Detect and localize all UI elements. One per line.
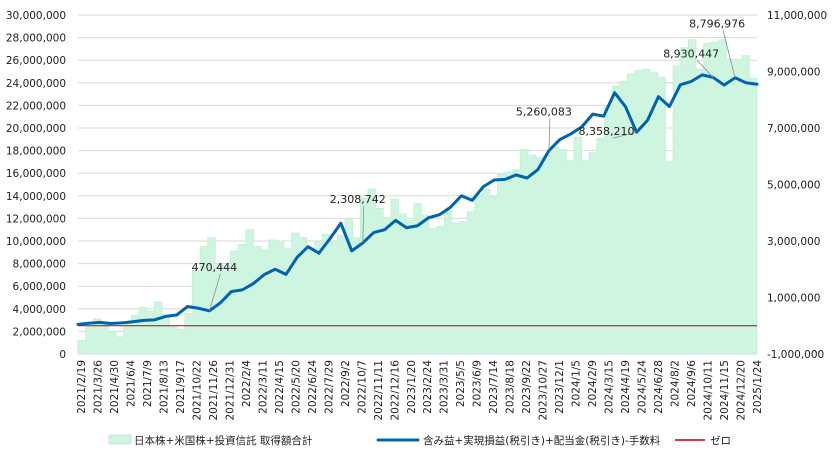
x-tick-label: 2024/11/15 (719, 360, 731, 421)
x-tick-label: 2021/6/4 (125, 360, 137, 407)
x-tick-label: 2022/9/2 (340, 360, 352, 407)
annotation-label: 2,308,742 (330, 193, 386, 206)
x-tick-label: 2022/12/16 (389, 360, 401, 421)
y-right-tick-label: -1,000,000 (767, 349, 824, 361)
y-left-tick-label: 20,000,000 (6, 123, 66, 135)
y-left-tick-label: 8,000,000 (13, 259, 66, 271)
y-left-tick-label: 6,000,000 (13, 281, 66, 293)
x-tick-label: 2021/2/19 (76, 360, 88, 414)
x-tick-label: 2022/5/20 (290, 360, 302, 414)
y-left-tick-label: 24,000,000 (6, 78, 66, 90)
y-right-tick-label: 7,000,000 (767, 123, 820, 135)
x-tick-label: 2024/1/5 (571, 360, 583, 407)
x-tick-label: 2024/10/11 (703, 360, 715, 421)
x-tick-label: 2022/10/7 (356, 360, 368, 414)
y-left-tick-label: 4,000,000 (13, 304, 66, 316)
y-left-tick-label: 28,000,000 (6, 33, 66, 45)
x-tick-label: 2024/9/6 (686, 360, 698, 407)
x-tick-label: 2021/8/13 (158, 360, 170, 414)
y-right-tick-label: 11,000,000 (767, 10, 827, 22)
annotation-leader-line (696, 60, 714, 78)
y-left-tick-label: 12,000,000 (6, 213, 66, 225)
legend-label-holdings: 日本株+米国株+投資信託 取得額合計 (134, 434, 313, 447)
annotation-leader-line (722, 30, 736, 78)
x-tick-label: 2022/11/11 (373, 360, 385, 421)
x-tick-label: 2022/3/11 (257, 360, 269, 414)
y-left-tick-label: 18,000,000 (6, 146, 66, 158)
y-left-tick-label: 0 (59, 349, 66, 361)
x-tick-label: 2023/12/1 (554, 360, 566, 414)
x-tick-label: 2024/6/28 (653, 360, 665, 414)
line-series-profit (76, 73, 759, 326)
x-tick-label: 2024/3/15 (604, 360, 616, 414)
x-tick-label: 2024/4/19 (620, 360, 632, 414)
annotation-label: 8,796,976 (689, 18, 745, 31)
area-series-layer (77, 39, 758, 355)
y-left-tick-label: 10,000,000 (6, 236, 66, 248)
annotation-label: 8,930,447 (663, 47, 719, 60)
y-left-tick-label: 16,000,000 (6, 168, 66, 180)
x-tick-label: 2024/2/9 (587, 360, 599, 407)
right-axis-ticks: -1,000,000 1,000,000 3,000,000 5,000,000 7,0… (767, 10, 827, 361)
line-series-layer (76, 73, 759, 326)
annotation-label: 8,358,210 (579, 125, 635, 138)
x-tick-label: 2021/11/26 (208, 360, 220, 421)
annotation-leader-line (612, 131, 637, 139)
y-left-tick-label: 2,000,000 (13, 326, 66, 338)
x-tick-label: 2022/2/4 (241, 360, 253, 407)
y-left-tick-label: 14,000,000 (6, 191, 66, 203)
x-tick-label: 2022/7/29 (323, 360, 335, 414)
y-left-tick-label: 30,000,000 (6, 10, 66, 22)
x-tick-label: 2023/2/24 (422, 360, 434, 414)
legend-label-profit: 含み益+実現損益(税引き)+配当金(税引き)-手数料 (423, 434, 661, 447)
x-tick-label: 2023/6/9 (472, 360, 484, 407)
x-tick-label: 2023/3/31 (439, 360, 451, 414)
x-tick-label: 2024/12/20 (736, 360, 748, 421)
x-tick-label: 2021/9/17 (175, 360, 187, 414)
y-right-tick-label: 1,000,000 (767, 293, 820, 305)
x-tick-label: 2025/1/24 (752, 360, 764, 414)
y-right-tick-label: 3,000,000 (767, 236, 820, 248)
annotation-leader-line (548, 118, 551, 151)
y-left-tick-label: 22,000,000 (6, 100, 66, 112)
x-tick-label: 2022/6/24 (307, 360, 319, 414)
x-tick-label: 2023/9/22 (521, 360, 533, 414)
annotation-label: 470,444 (192, 261, 238, 274)
x-tick-label: 2023/8/18 (505, 360, 517, 414)
annotation-leader-line (209, 273, 221, 311)
x-axis-ticks: 2021/2/19 2021/3/26 2021/4/30 2021/6/4 2021/… (76, 360, 764, 421)
x-tick-label: 2021/7/9 (142, 360, 154, 407)
left-axis-ticks: 0 2,000,000 4,000,000 6,000,000 8,000,000 10,… (6, 10, 66, 361)
x-tick-label: 2024/8/2 (670, 360, 682, 407)
x-tick-label: 2023/7/14 (488, 360, 500, 414)
area-series-holdings (77, 39, 758, 355)
x-tick-label: 2021/10/22 (191, 360, 203, 421)
legend-label-zero: ゼロ (710, 435, 731, 447)
x-tick-label: 2023/1/20 (406, 360, 418, 414)
x-tick-label: 2023/5/5 (455, 360, 467, 407)
x-tick-label: 2021/12/31 (224, 360, 236, 421)
annotations-layer: 470,444 2,308,742 5,260,083 8,358,210 8,930,… (192, 18, 745, 311)
x-tick-label: 2021/3/26 (92, 360, 104, 414)
y-right-tick-label: 9,000,000 (767, 67, 820, 79)
x-tick-label: 2022/4/15 (274, 360, 286, 414)
x-tick-label: 2021/4/30 (109, 360, 121, 414)
y-right-tick-label: 5,000,000 (767, 180, 820, 192)
annotation-leader-line (362, 205, 365, 243)
legend-swatch-holdings (108, 434, 132, 445)
x-tick-label: 2023/10/27 (538, 360, 550, 421)
legend: 日本株+米国株+投資信託 取得額合計 含み益+実現損益(税引き)+配当金(税引き)… (108, 434, 731, 447)
annotation-label: 5,260,083 (516, 106, 572, 119)
y-left-tick-label: 26,000,000 (6, 55, 66, 67)
x-tick-label: 2024/5/24 (637, 360, 649, 414)
